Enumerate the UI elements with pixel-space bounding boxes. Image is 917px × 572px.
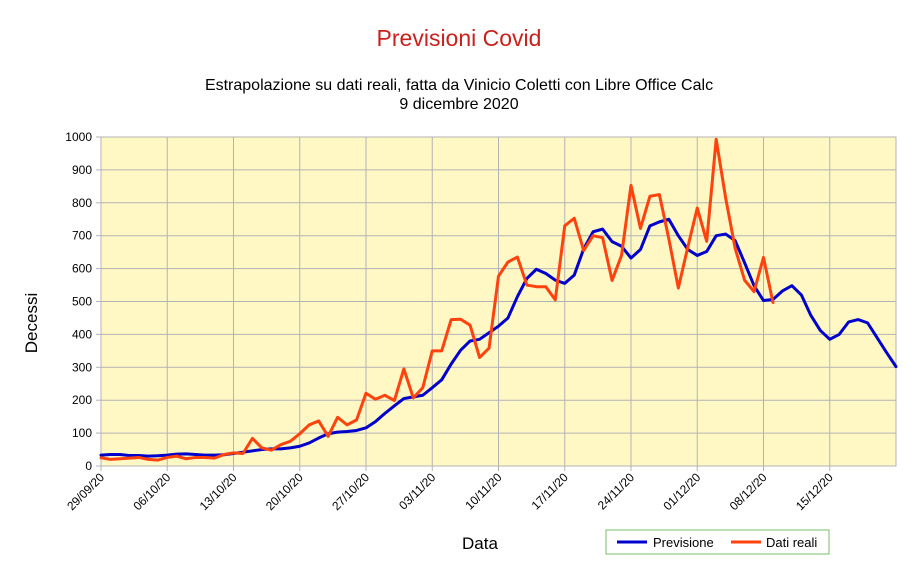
plot-border <box>100 136 897 467</box>
series-lines <box>99 137 898 462</box>
y-tick-label: 600 <box>72 262 92 276</box>
x-tick-label: 24/11/20 <box>595 470 638 513</box>
x-tick-label: 03/11/20 <box>396 470 439 513</box>
y-tick-label: 100 <box>72 426 92 440</box>
x-tick-labels: 29/09/20 06/10/20 13/10/20 20/10/20 27/10/20… <box>64 470 836 513</box>
legend-label-dati-reali: Dati reali <box>766 535 817 550</box>
x-tick-label: 29/09/20 <box>64 470 107 513</box>
x-tick-label: 27/10/20 <box>329 470 372 513</box>
y-tick-label: 500 <box>72 295 92 309</box>
y-tick-label: 400 <box>72 327 92 341</box>
x-tick-label: 13/10/20 <box>197 470 240 513</box>
x-tick-label: 17/11/20 <box>529 470 572 513</box>
chart-subtitle-line-1: Estrapolazione su dati reali, fatta da V… <box>205 77 713 94</box>
chart-title: Previsioni Covid <box>377 25 542 51</box>
y-tick-label: 300 <box>72 360 92 374</box>
x-tick-label: 10/11/20 <box>462 470 505 513</box>
x-tick-label: 06/10/20 <box>130 470 173 513</box>
y-tick-label: 800 <box>72 196 92 210</box>
y-tick-labels: 0 100 200 300 400 500 600 700 800 900 1000 <box>65 130 92 473</box>
y-tick-label: 700 <box>72 229 92 243</box>
chart-subtitle-line-2: 9 dicembre 2020 <box>399 96 518 113</box>
x-tick-label: 15/12/20 <box>793 470 836 513</box>
y-tick-label: 0 <box>85 459 92 473</box>
y-tick-label: 900 <box>72 163 92 177</box>
y-tick-label: 1000 <box>65 130 92 144</box>
axes <box>96 136 897 471</box>
series-line-dati-reali <box>99 137 775 462</box>
legend-label-previsione: Previsione <box>653 535 714 550</box>
x-tick-label: 01/12/20 <box>660 470 703 513</box>
x-axis-label: Data <box>462 534 498 553</box>
x-tick-label: 08/12/20 <box>727 470 770 513</box>
y-tick-label: 200 <box>72 393 92 407</box>
y-axis-label: Decessi <box>22 293 41 353</box>
x-tick-label: 20/10/20 <box>263 470 306 513</box>
legend: Previsione Dati reali <box>605 529 830 555</box>
